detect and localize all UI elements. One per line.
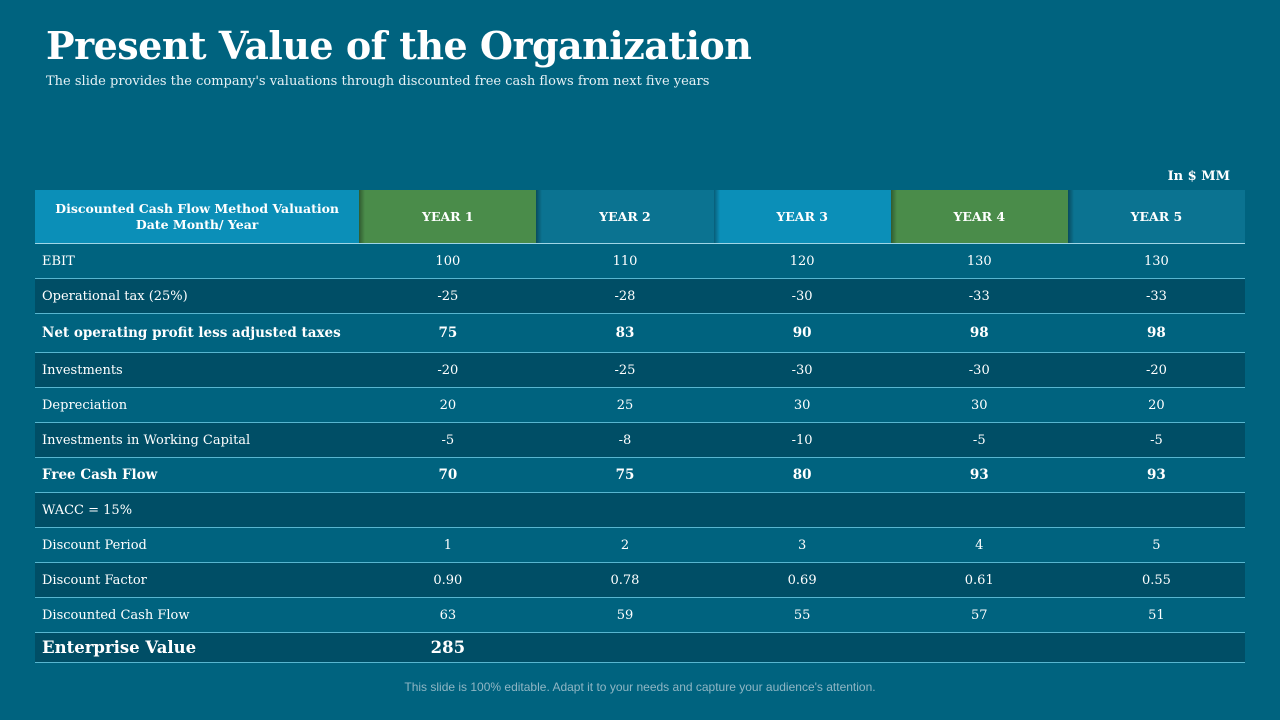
cell: 30 [713,387,891,423]
enterprise-value: 285 [359,632,537,663]
cell: 93 [890,457,1068,493]
cell: 4 [890,527,1068,563]
cell: -33 [1067,278,1245,314]
table-row: Operational tax (25%) -25 -28 -30 -33 -3… [35,278,1245,314]
cell: -5 [359,422,537,458]
cell: 130 [1067,243,1245,279]
cell: 130 [890,243,1068,279]
cell: 20 [1067,387,1245,423]
cell: 5 [1067,527,1245,563]
footer-note: This slide is 100% editable. Adapt it to… [404,680,876,694]
cell: -8 [536,422,714,458]
table-row: Investments -20 -25 -30 -30 -20 [35,352,1245,388]
cell: 0.78 [536,562,714,598]
row-label: WACC = 15% [35,492,360,528]
cell: 51 [1067,597,1245,633]
cell: -20 [1067,352,1245,388]
cell: 1 [359,527,537,563]
enterprise-value-row: Enterprise Value 285 [35,632,1245,663]
unit-label: In $ MM [1167,169,1230,184]
cell: 57 [890,597,1068,633]
cell: 2 [536,527,714,563]
row-label: Investments [35,352,360,388]
cell: -10 [713,422,891,458]
cell: 75 [536,457,714,493]
row-label: Free Cash Flow [35,457,360,493]
cell: -20 [359,352,537,388]
page-title: Present Value of the Organization [46,23,752,68]
cell [713,632,891,663]
corner-header: Discounted Cash Flow Method Valuation Da… [35,190,360,244]
cell [536,632,714,663]
table-row: Discount Period 1 2 3 4 5 [35,527,1245,563]
cell: 80 [713,457,891,493]
cell: 59 [536,597,714,633]
cell: 0.90 [359,562,537,598]
cell: 90 [713,313,891,353]
cell: 25 [536,387,714,423]
row-label: Discount Factor [35,562,360,598]
year-5-header: YEAR 5 [1067,190,1245,244]
cell: 98 [1067,313,1245,353]
table-row: Depreciation 20 25 30 30 20 [35,387,1245,423]
table-header-row: Discounted Cash Flow Method Valuation Da… [35,190,1245,244]
cell: 0.69 [713,562,891,598]
row-label: Net operating profit less adjusted taxes [35,313,360,353]
cell: -25 [359,278,537,314]
year-3-header: YEAR 3 [713,190,891,244]
cell: 75 [359,313,537,353]
cell: 55 [713,597,891,633]
cell [536,492,714,528]
row-label: Depreciation [35,387,360,423]
cell: 0.55 [1067,562,1245,598]
cell: -30 [890,352,1068,388]
year-4-header: YEAR 4 [890,190,1068,244]
cell: -5 [1067,422,1245,458]
row-label: Discounted Cash Flow [35,597,360,633]
cell: -30 [713,352,891,388]
cell: 98 [890,313,1068,353]
enterprise-value-label: Enterprise Value [35,632,360,663]
cell: 93 [1067,457,1245,493]
cell: 100 [359,243,537,279]
row-label: Operational tax (25%) [35,278,360,314]
cell: 70 [359,457,537,493]
cell [713,492,891,528]
cell: 63 [359,597,537,633]
table-row: Free Cash Flow 70 75 80 93 93 [35,457,1245,493]
row-label: EBIT [35,243,360,279]
row-label: Investments in Working Capital [35,422,360,458]
cell: -30 [713,278,891,314]
table-row: EBIT 100 110 120 130 130 [35,243,1245,279]
cell [890,632,1068,663]
cell: 30 [890,387,1068,423]
table-row: Discount Factor 0.90 0.78 0.69 0.61 0.55 [35,562,1245,598]
page-subtitle: The slide provides the company's valuati… [46,74,710,89]
cell [1067,632,1245,663]
cell [1067,492,1245,528]
cell: 3 [713,527,891,563]
table-row: WACC = 15% [35,492,1245,528]
cell: 83 [536,313,714,353]
cell: -33 [890,278,1068,314]
cell: 20 [359,387,537,423]
cell: -28 [536,278,714,314]
dcf-table: Discounted Cash Flow Method Valuation Da… [35,190,1245,663]
cell: 110 [536,243,714,279]
row-label: Discount Period [35,527,360,563]
year-1-header: YEAR 1 [359,190,537,244]
cell [890,492,1068,528]
year-2-header: YEAR 2 [536,190,714,244]
cell: -25 [536,352,714,388]
cell: 120 [713,243,891,279]
table-row: Investments in Working Capital -5 -8 -10… [35,422,1245,458]
cell: 0.61 [890,562,1068,598]
table-row: Discounted Cash Flow 63 59 55 57 51 [35,597,1245,633]
cell: -5 [890,422,1068,458]
cell [359,492,537,528]
table-row: Net operating profit less adjusted taxes… [35,313,1245,353]
